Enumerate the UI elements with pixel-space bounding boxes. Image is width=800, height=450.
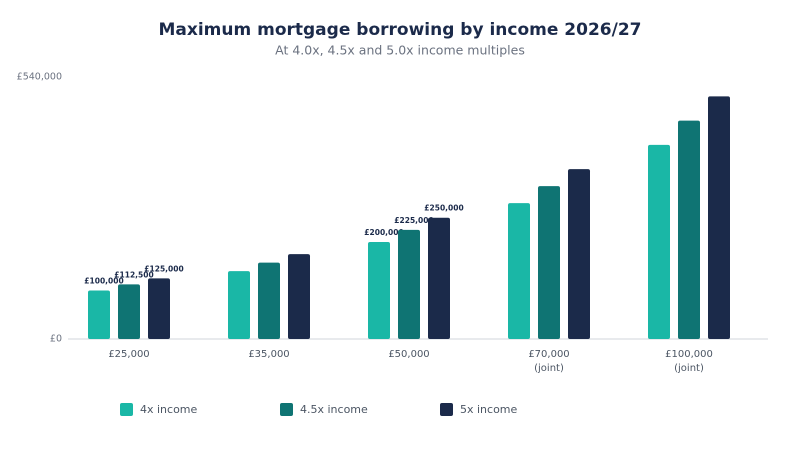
- x-tick-label: £100,000 (joint): [665, 349, 713, 374]
- legend-label: 4x income: [140, 403, 198, 416]
- bar: [708, 96, 730, 339]
- legend-swatch: [280, 403, 293, 416]
- x-tick-label: £50,000: [388, 349, 429, 360]
- bar: [88, 290, 110, 339]
- bar: [568, 169, 590, 339]
- value-label: £200,000: [364, 228, 403, 237]
- bar: [428, 217, 450, 339]
- legend-swatch: [440, 403, 453, 416]
- bar: [288, 254, 310, 339]
- bar: [398, 229, 420, 339]
- value-label: £112,500: [114, 270, 153, 279]
- chart-title: Maximum mortgage borrowing by income 202…: [158, 20, 641, 40]
- y-tick-label: £0: [50, 334, 62, 345]
- bar: [678, 120, 700, 340]
- bar: [228, 271, 250, 339]
- y-tick-label: £540,000: [17, 72, 62, 83]
- value-label: £125,000: [144, 264, 183, 273]
- bar: [648, 144, 670, 339]
- bar: [118, 284, 140, 339]
- x-tick-label: £35,000: [248, 349, 289, 360]
- legend-label: 5x income: [460, 403, 518, 416]
- bar: [538, 186, 560, 339]
- value-label: £225,000: [394, 216, 433, 225]
- bar: [258, 262, 280, 339]
- value-label: £100,000: [84, 276, 123, 285]
- x-tick-label: £70,000 (joint): [528, 349, 569, 374]
- chart-subtitle: At 4.0x, 4.5x and 5.0x income multiples: [275, 43, 525, 58]
- bar: [508, 203, 530, 339]
- x-tick-label: £25,000: [108, 349, 149, 360]
- legend-label: 4.5x income: [300, 403, 368, 416]
- legend-swatch: [120, 403, 133, 416]
- bar: [368, 241, 390, 339]
- value-label: £250,000: [424, 204, 463, 213]
- bar: [148, 278, 170, 339]
